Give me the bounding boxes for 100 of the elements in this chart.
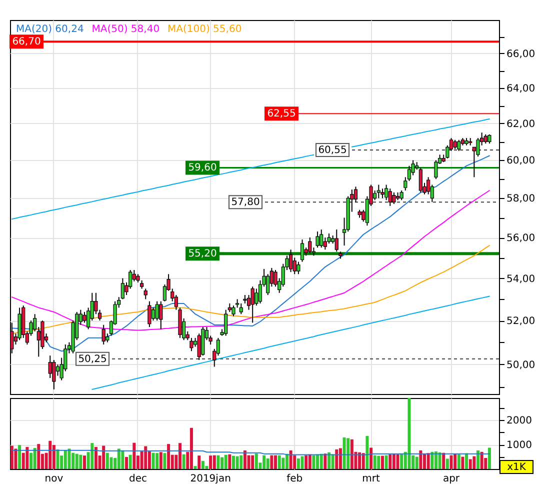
bar [10,446,14,469]
candlestick [48,355,52,379]
bar [64,450,67,469]
bar [79,454,82,469]
bar [262,455,266,469]
candlestick [453,139,457,150]
bar [274,455,278,469]
y-tick-label: 56,00 [506,233,536,244]
bar [312,455,316,469]
bar [159,452,162,469]
candlestick [488,134,492,144]
bar [342,437,346,469]
candlestick [308,237,312,254]
bar [282,458,285,469]
bar [377,456,380,469]
bar [346,438,350,469]
bar [224,454,228,469]
candlestick [334,229,338,252]
bar [396,454,400,469]
bar [362,453,365,469]
bar [198,456,201,469]
bar [72,452,75,469]
y-tick-label: 52,00 [506,316,536,328]
candlestick [52,360,56,390]
bar [128,454,132,469]
bar [278,455,281,469]
y-tick-label: 54,00 [506,274,536,285]
bar [384,455,388,469]
bar [110,457,113,469]
bar [331,454,334,469]
bar [304,455,308,469]
bar [370,448,373,469]
bar [26,446,29,469]
bar [388,454,392,469]
bar [320,454,323,469]
bar [324,454,327,469]
candlestick [400,190,404,201]
bar [228,454,232,469]
bar [400,454,404,469]
candlestick [82,311,86,324]
bar [82,456,86,469]
bar [335,449,338,469]
bar [358,452,362,469]
bar [102,446,106,469]
bar [163,453,166,469]
bar [33,448,36,469]
bar [14,448,18,469]
y-tick-label: 62,00 [506,118,536,130]
bar [289,450,292,469]
candlestick [159,300,163,330]
bar [94,446,98,469]
y-axis-title: x1K [507,462,526,473]
bar [468,459,472,469]
bar [144,446,148,469]
bar [152,452,155,469]
bar [488,448,491,469]
bar [201,460,204,469]
y-tick-label: 64,00 [506,83,536,94]
candlestick [288,249,293,273]
bar [121,450,124,469]
text: MA(50) 58,40 [92,24,160,35]
ref-line-label: 57,80 [231,197,260,208]
bar [380,456,384,469]
x-tick-label: apr [442,474,460,484]
bar [117,448,120,469]
y-tick-label: 58,00 [506,194,536,205]
bar [350,439,354,469]
ref-line-label: 50,25 [78,354,107,365]
candlestick [376,184,380,199]
text: MA(100) 55,60 [168,24,242,35]
bar [442,452,446,469]
bar [408,398,411,469]
bar [236,456,239,469]
bar [426,453,430,469]
ref-line-label: 55,20 [188,248,217,260]
bar [48,440,52,469]
bar [300,456,304,469]
x-tick-label: nov [44,474,64,484]
bar [392,454,396,469]
bar [220,457,224,469]
bar [251,455,254,469]
y-tick-label: 66,00 [506,48,536,60]
bar [454,454,457,469]
candlestick [232,305,236,317]
candlestick [155,300,159,322]
candlestick [190,337,194,352]
bar [465,453,468,469]
bar [18,445,22,469]
bar [296,458,300,469]
candlestick [250,286,254,324]
bar [327,452,330,469]
bar [366,436,369,469]
bar [254,454,258,469]
bar [232,456,235,469]
bar [438,452,442,469]
ref-line-label: 59,60 [188,162,217,174]
ref-line-label: 60,55 [318,145,347,156]
candlestick [316,231,320,248]
bar [209,456,212,469]
bar [434,451,438,469]
